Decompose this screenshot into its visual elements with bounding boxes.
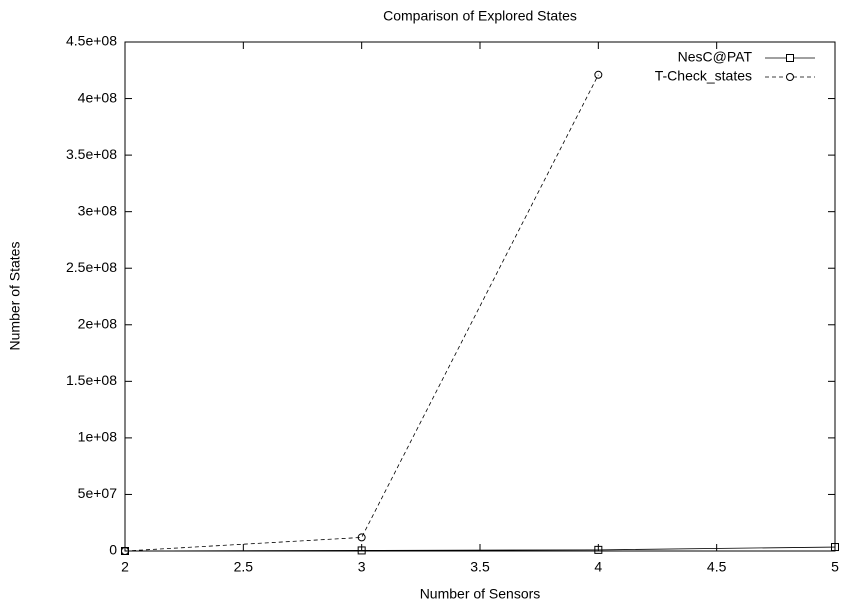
series-line: [124, 74, 599, 552]
x-tick-label: 2.5: [234, 559, 254, 575]
legend-label: T-Check_states: [655, 68, 752, 84]
x-tick-label: 5: [831, 559, 839, 575]
point: [121, 546, 129, 555]
y-tick-label: 1e+08: [78, 429, 118, 445]
x-tick-label: 4: [594, 559, 602, 575]
y-tick-label: 4.5e+08: [66, 33, 117, 49]
plot-frame: [124, 41, 836, 552]
y-tick-label: 0: [109, 542, 117, 558]
point: [357, 533, 366, 542]
series-line: [124, 546, 836, 552]
chart-title: Comparison of Explored States: [383, 8, 577, 24]
y-tick-label: 1.5e+08: [66, 372, 117, 388]
x-tick-label: 3.5: [470, 559, 490, 575]
y-tick-label: 5e+07: [78, 485, 118, 501]
y-tick-label: 2e+08: [78, 315, 118, 331]
y-tick-label: 2.5e+08: [66, 259, 117, 275]
legend-marker: [786, 54, 794, 62]
point: [831, 543, 839, 552]
x-tick-label: 2: [121, 559, 129, 575]
point: [594, 70, 603, 79]
legend-label: NesC@PAT: [678, 49, 753, 65]
point: [594, 545, 603, 554]
y-tick-label: 3.5e+08: [66, 146, 117, 162]
legend-marker: [786, 73, 794, 81]
x-tick-label: 4.5: [707, 559, 727, 575]
y-axis-label: Number of States: [7, 242, 23, 351]
x-axis-label: Number of Sensors: [420, 586, 541, 602]
y-tick-label: 3e+08: [78, 202, 118, 218]
y-tick-label: 4e+08: [78, 89, 118, 105]
x-tick-label: 3: [358, 559, 366, 575]
point: [357, 546, 366, 555]
